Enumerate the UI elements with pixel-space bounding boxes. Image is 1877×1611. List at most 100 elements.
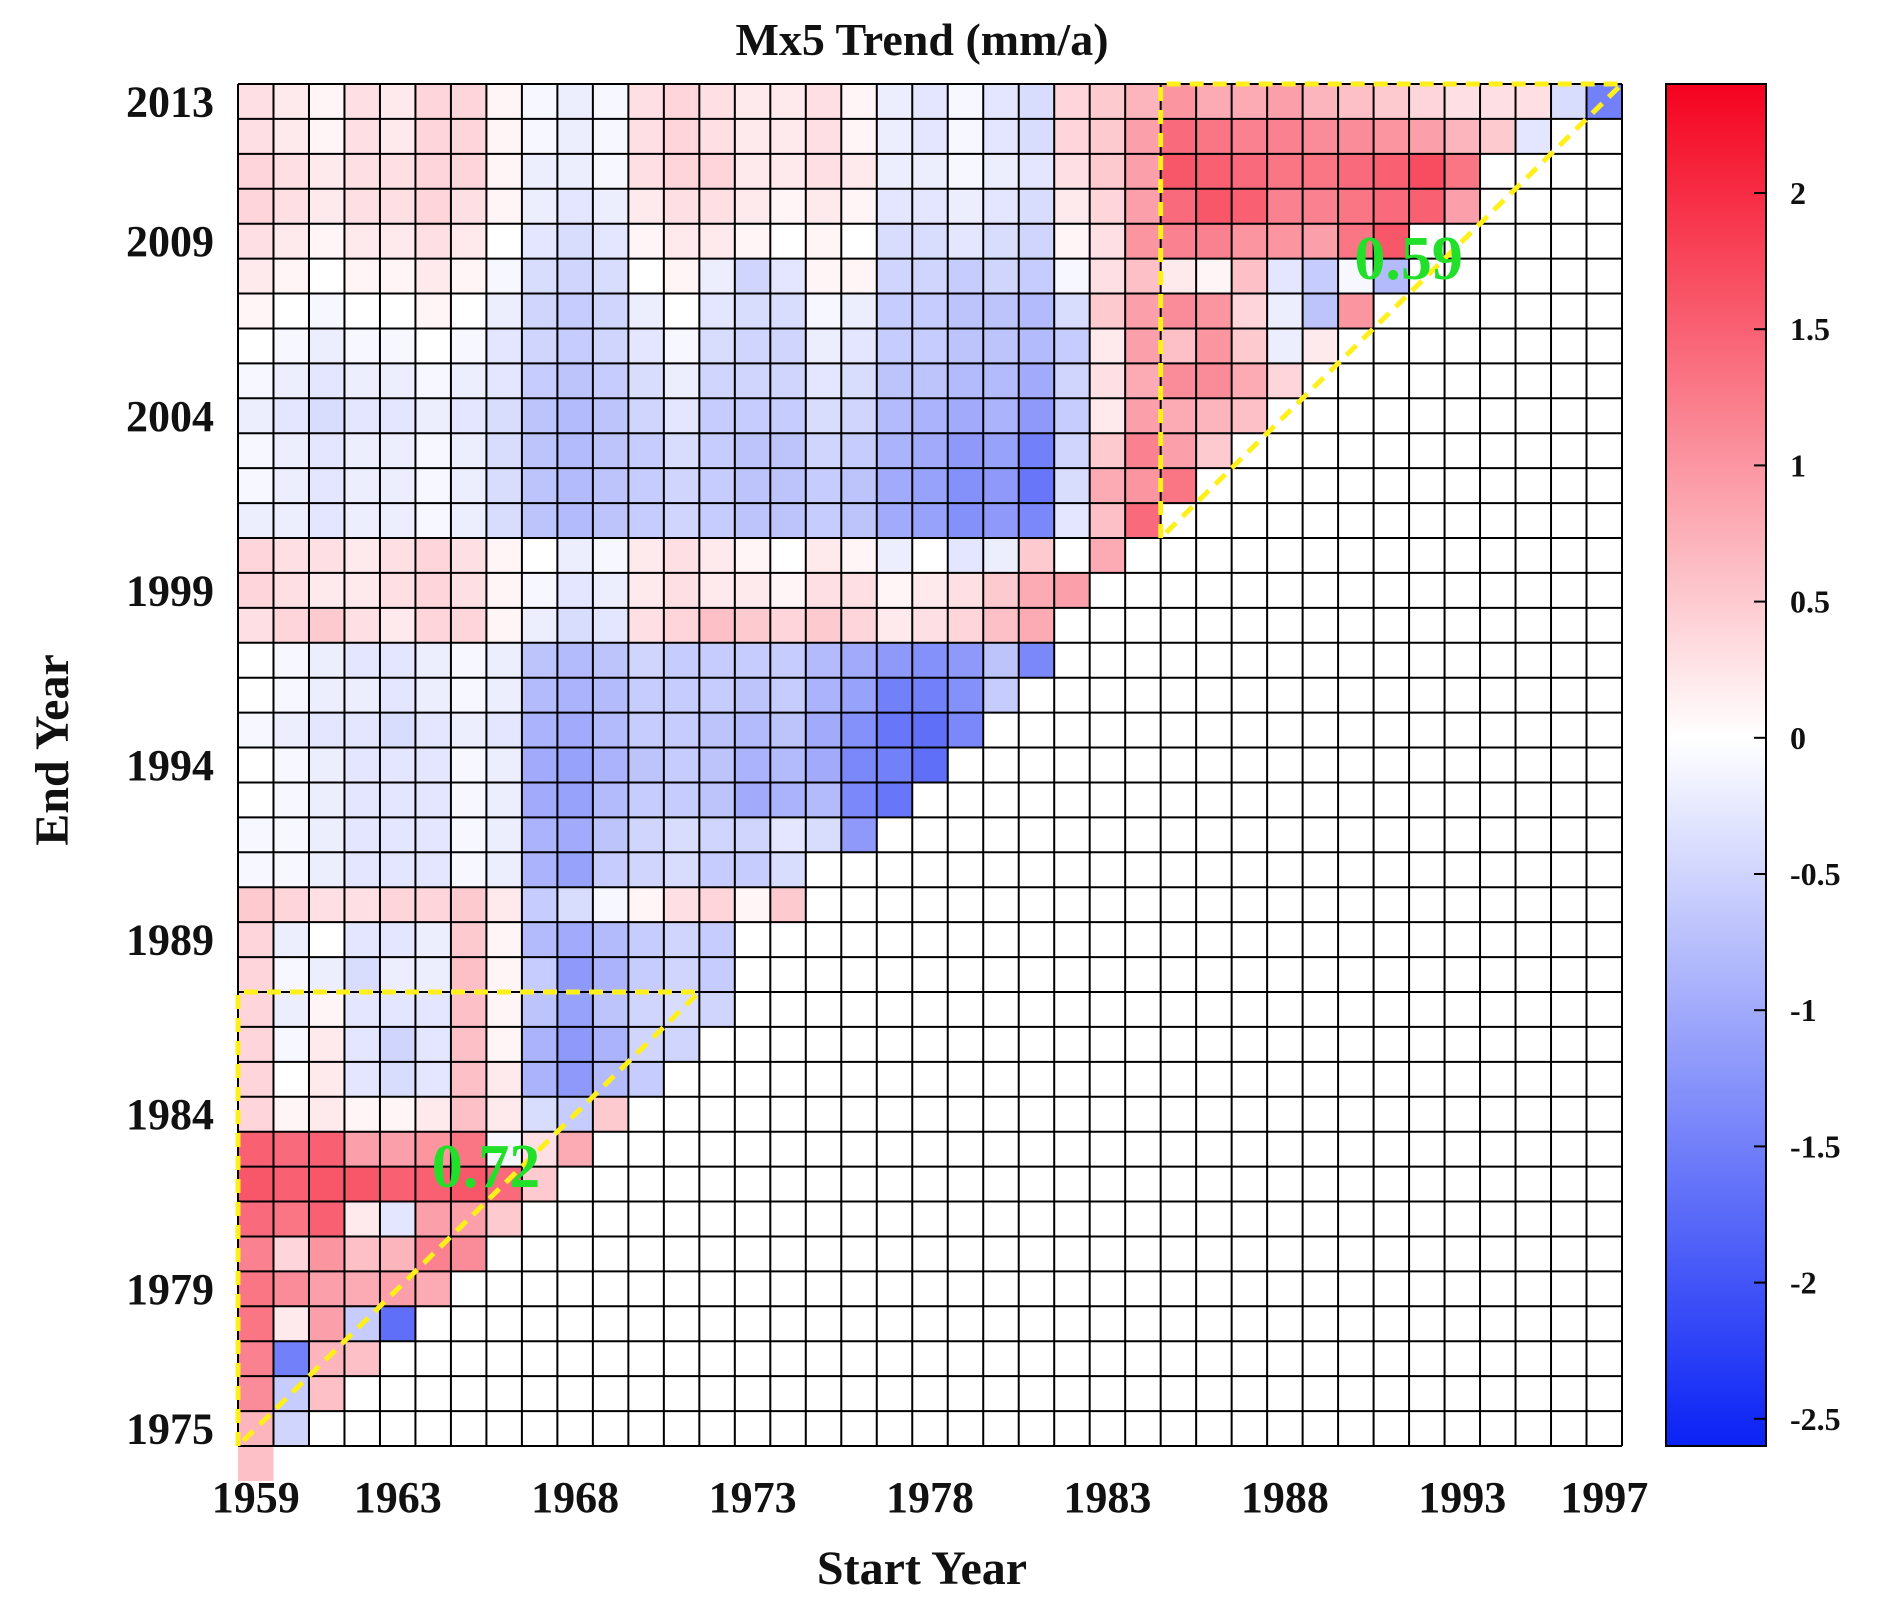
heatmap-cell-1987-2006 [1231,328,1268,364]
heatmap-cell-1987-2013 [1231,84,1268,119]
heatmap-cell-1985-2003 [1160,433,1197,469]
heatmap-cell-1959-2011 [238,153,274,189]
heatmap-cell-1972-2006 [699,328,735,364]
heatmap-cell-1968-2004 [557,398,593,434]
heatmap-cell-1971-2004 [663,398,700,434]
heatmap-cell-1960-1986 [273,1026,309,1062]
heatmap-cell-1972-1993 [699,782,735,818]
heatmap-cell-1963-1988 [379,957,416,992]
heatmap-cell-1979-1995 [947,712,984,748]
x-tick-1959: 1959 [212,1473,300,1522]
heatmap-cell-1964-1987 [415,992,451,1027]
heatmap-cell-1966-1983 [486,1131,522,1167]
heatmap-cell-1975-2004 [805,398,842,434]
heatmap-cell-1972-1997 [699,642,735,678]
heatmap-cell-1969-2002 [592,468,629,504]
heatmap-cell-1962-2004 [344,398,380,434]
heatmap-cell-1967-2005 [521,363,558,399]
heatmap-cell-1974-1993 [770,782,806,818]
heatmap-cell-1971-2006 [663,328,700,364]
heatmap-cell-1985-2011 [1160,153,1197,189]
heatmap-cell-1981-2013 [1018,84,1055,119]
heatmap-cell-1961-2000 [308,538,345,573]
heatmap-cell-1971-1990 [663,887,700,923]
chart-title: Mx5 Trend (mm/a) [735,14,1108,65]
heatmap-cell-1967-2002 [521,468,558,504]
heatmap-cell-1968-1995 [557,712,593,748]
heatmap-cell-1969-1998 [592,607,629,643]
heatmap-cell-1962-1993 [344,782,380,818]
heatmap-cell-1968-2007 [557,293,593,329]
heatmap-cell-1984-2003 [1125,433,1161,469]
heatmap-cell-1979-1997 [947,642,984,678]
heatmap-cell-1984-2004 [1125,398,1161,434]
heatmap-cell-1959-1989 [238,922,274,958]
heatmap-cell-1963-1985 [379,1061,416,1097]
heatmap-cell-1959-2004 [238,398,274,434]
heatmap-cell-1966-2007 [486,293,522,329]
heatmap-cell-1973-1995 [734,712,771,748]
heatmap-cell-1961-1983 [308,1131,345,1167]
heatmap-cell-1969-2000 [592,538,629,573]
heatmap-cell-1990-2008 [1338,258,1374,294]
heatmap-cell-1959-1981 [238,1201,274,1237]
heatmap-cell-1980-2001 [983,503,1019,538]
heatmap-cell-1961-1979 [308,1271,345,1307]
heatmap-cell-1986-2009 [1196,223,1232,259]
heatmap-cell-1960-2009 [273,223,309,259]
heatmap-cell-1983-2013 [1089,84,1126,119]
heatmap-cell-1964-1986 [415,1026,451,1062]
heatmap-cell-1973-1992 [734,817,771,853]
heatmap-cell-1990-2011 [1338,153,1374,189]
heatmap-cell-1968-2012 [557,118,593,154]
heatmap-cell-1975-2005 [805,363,842,399]
heatmap-cell-1974-1998 [770,607,806,643]
heatmap-cell-1988-2008 [1267,258,1303,294]
heatmap-cell-1972-1995 [699,712,735,748]
heatmap-cell-1963-1989 [379,922,416,958]
heatmap-cell-1985-2005 [1160,363,1197,399]
heatmap-cell-1962-1982 [344,1166,380,1202]
heatmap-cell-1960-2003 [273,433,309,469]
grid-path [237,83,1623,1447]
heatmap-cell-1961-2003 [308,433,345,469]
heatmap-cell-1976-1998 [841,607,877,643]
heatmap-cell-1993-2013 [1444,84,1481,119]
heatmap-cell-1976-2000 [841,538,877,573]
heatmap-cell-1977-2005 [876,363,913,399]
heatmap-cell-1975-1992 [805,817,842,853]
heatmap-cell-1990-2007 [1338,293,1374,329]
heatmap-cell-1960-2005 [273,363,309,399]
heatmap-cell-1974-2009 [770,223,806,259]
heatmap-cell-1986-2012 [1196,118,1232,154]
heatmap-cell-1970-1996 [628,677,664,713]
heatmap-cell-1964-2001 [415,503,451,538]
heatmap-cell-1984-2005 [1125,363,1161,399]
heatmap-cell-1966-2012 [486,118,522,154]
heatmap-cell-1959-2001 [238,503,274,538]
heatmap-cell-1977-1995 [876,712,913,748]
heatmap-cell-1970-2010 [628,188,664,224]
heatmap-cell-1992-2012 [1409,118,1445,154]
heatmap-cell-1965-1995 [450,712,487,748]
heatmap-cell-1962-2007 [344,293,380,329]
heatmap-cell-1966-2003 [486,433,522,469]
heatmap-cell-1961-2011 [308,153,345,189]
heatmap-cell-1966-1991 [486,852,522,888]
heatmap-cell-1973-1990 [734,887,771,923]
heatmap-cell-1975-2013 [805,84,842,119]
heatmap-cell-1972-2012 [699,118,735,154]
heatmap-cell-1987-2005 [1231,363,1268,399]
heatmap-cell-1971-1986 [663,1026,700,1062]
heatmap-cell-1975-2003 [805,433,842,469]
heatmap-cell-1977-2007 [876,293,913,329]
heatmap-cell-1967-2008 [521,258,558,294]
heatmap-cell-1984-2007 [1125,293,1161,329]
heatmap-cell-1967-2003 [521,433,558,469]
heatmap-cell-1962-1995 [344,712,380,748]
heatmap-cell-1986-2006 [1196,328,1232,364]
x-tick-1993: 1993 [1418,1473,1506,1522]
x-axis-ticks: 1959 1963 1968 1973 1978 1983 1988 1993 1997 [212,1473,1649,1522]
heatmap-cell-1981-1999 [1018,572,1055,608]
heatmap-cell-1969-1988 [592,957,629,992]
